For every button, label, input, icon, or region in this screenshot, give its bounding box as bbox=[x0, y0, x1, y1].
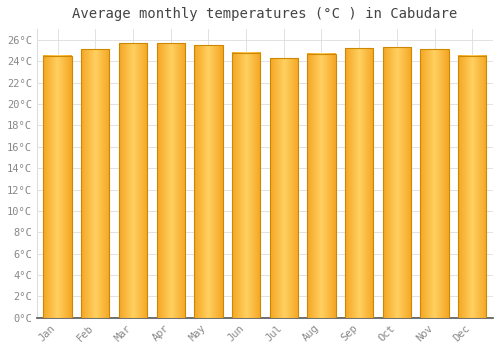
Bar bbox=[458, 56, 486, 318]
Title: Average monthly temperatures (°C ) in Cabudare: Average monthly temperatures (°C ) in Ca… bbox=[72, 7, 458, 21]
Bar bbox=[270, 58, 298, 318]
Bar bbox=[308, 54, 336, 318]
Bar bbox=[383, 47, 411, 318]
Bar bbox=[232, 52, 260, 318]
Bar bbox=[156, 43, 185, 318]
Bar bbox=[44, 56, 72, 318]
Bar bbox=[81, 49, 110, 318]
Bar bbox=[420, 49, 449, 318]
Bar bbox=[194, 45, 222, 318]
Bar bbox=[119, 43, 147, 318]
Bar bbox=[345, 48, 374, 318]
